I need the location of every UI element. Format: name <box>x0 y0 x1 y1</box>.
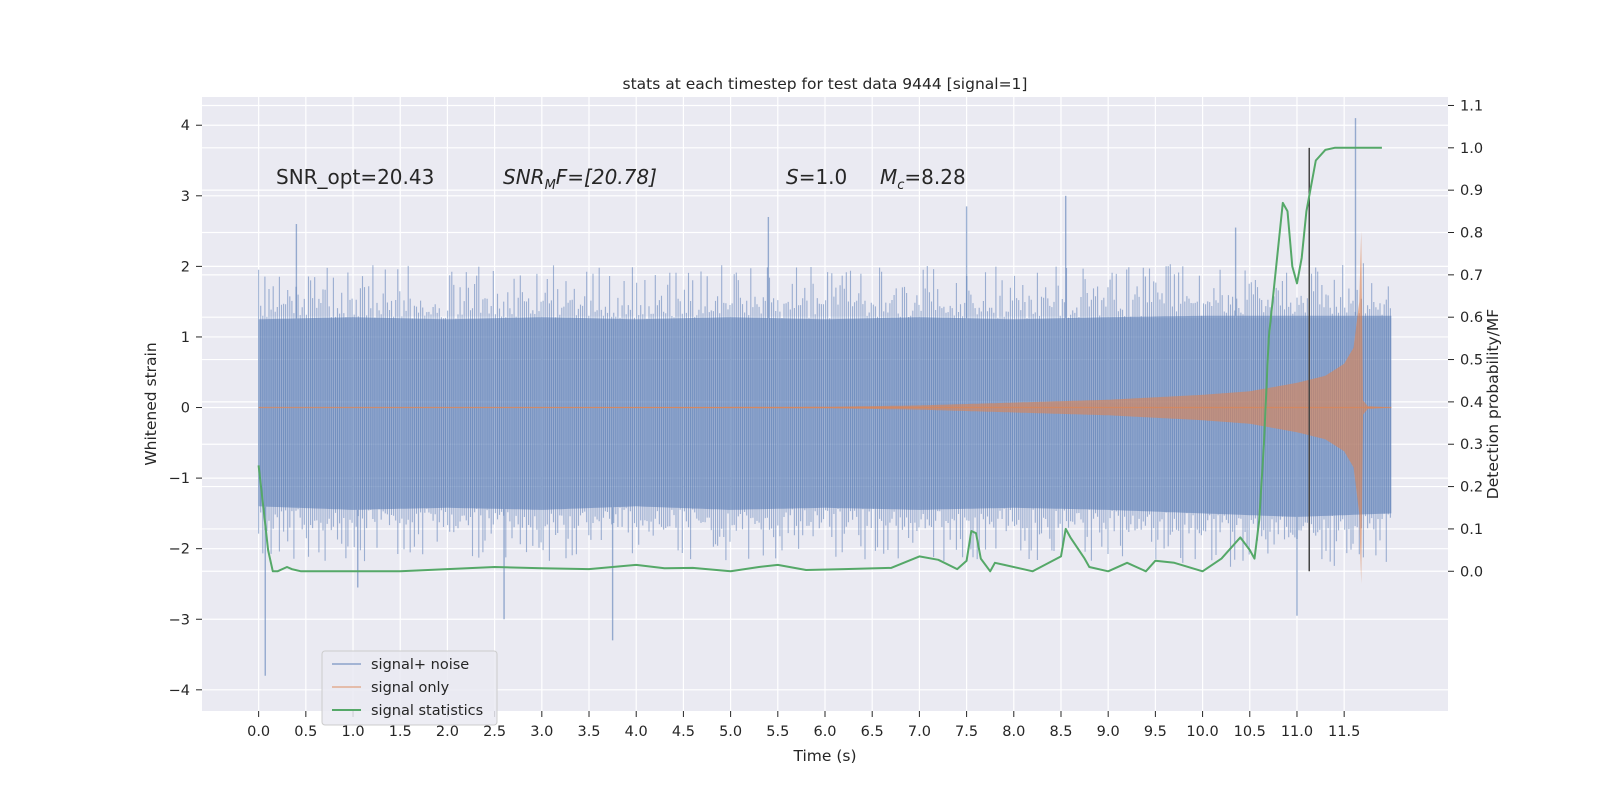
annotation-snr-mf-base: SNR <box>503 165 545 189</box>
x-tick-label: 3.0 <box>530 724 553 740</box>
y-tick-label: −2 <box>169 542 190 558</box>
x-tick-label: 9.0 <box>1097 724 1120 740</box>
x-tick-label: 1.0 <box>341 724 364 740</box>
chart-title: stats at each timestep for test data 944… <box>623 75 1028 93</box>
annotation-mc-var: M <box>880 165 897 189</box>
x-tick-label: 6.5 <box>861 724 884 740</box>
annotation-s-rest: =1.0 <box>799 165 848 189</box>
y2-tick-label: 0.9 <box>1460 183 1483 199</box>
x-tick-label: 11.0 <box>1281 724 1313 740</box>
x-tick-label: 11.5 <box>1328 724 1360 740</box>
annotation-snr-mf: SNRMF=[20.78] <box>503 165 657 193</box>
y2-axis-label: Detection probability/MF <box>1484 309 1502 500</box>
y2-tick-label: 1.1 <box>1460 98 1483 114</box>
y2-axis-ticks: 1.1 1.0 0.9 0.8 0.7 0.6 0.5 0.4 0.3 0.2 0.1 0.0 <box>1448 98 1483 580</box>
y2-tick-label: 0.2 <box>1460 480 1483 496</box>
annotation-s: S=1.0 <box>786 165 847 189</box>
x-axis-ticks: 0.0 0.5 1.0 1.5 2.0 2.5 3.0 3.5 4.0 4.5 5.0 5.5 6.0 6… <box>247 711 1360 740</box>
x-tick-label: 7.5 <box>955 724 978 740</box>
y-tick-label: 2 <box>181 259 190 275</box>
legend-label-signal-only: signal only <box>371 680 450 696</box>
y-tick-label: 1 <box>181 330 190 346</box>
signal-statistics-line <box>257 146 1382 573</box>
y-tick-label: −3 <box>169 612 190 628</box>
annotation-snr-opt: SNR_opt=20.43 <box>276 165 434 189</box>
y2-tick-label: 0.4 <box>1460 395 1483 411</box>
annotation-snr-mf-sub: M <box>545 178 556 193</box>
x-tick-label: 8.0 <box>1002 724 1025 740</box>
x-tick-label: 4.0 <box>625 724 648 740</box>
x-tick-label: 1.5 <box>389 724 412 740</box>
y2-tick-label: 0.7 <box>1460 268 1483 284</box>
x-tick-label: 10.0 <box>1186 724 1218 740</box>
annotation-mc-sub: c <box>897 178 904 193</box>
x-tick-label: 2.0 <box>436 724 459 740</box>
x-tick-label: 10.5 <box>1234 724 1266 740</box>
y2-tick-label: 0.5 <box>1460 353 1483 369</box>
legend-box <box>321 650 498 726</box>
y-tick-label: −1 <box>169 471 190 487</box>
y2-tick-label: 1.0 <box>1460 141 1483 157</box>
y2-tick-label: 0.6 <box>1460 310 1483 326</box>
x-tick-label: 5.0 <box>719 724 742 740</box>
annotation-mc: Mc=8.28 <box>880 165 966 193</box>
x-tick-label: 6.0 <box>813 724 836 740</box>
legend: signal+ noise signal only signal statist… <box>321 650 498 726</box>
x-tick-label: 0.5 <box>294 724 317 740</box>
x-tick-label: 8.5 <box>1049 724 1072 740</box>
annotation-snr-mf-rest: F=[20.78] <box>556 165 657 189</box>
x-tick-label: 4.5 <box>672 724 695 740</box>
plot-area <box>257 118 1392 676</box>
x-tick-label: 2.5 <box>483 724 506 740</box>
annotation-mc-rest: =8.28 <box>904 165 965 189</box>
y-tick-label: 4 <box>181 118 190 134</box>
x-tick-label: 9.5 <box>1144 724 1167 740</box>
y-axis-label: Whitened strain <box>142 342 160 465</box>
y-tick-label: 0 <box>181 401 190 417</box>
y2-tick-label: 0.0 <box>1460 564 1483 580</box>
x-tick-label: 3.5 <box>577 724 600 740</box>
y-tick-label: 3 <box>181 189 190 205</box>
annotation-s-var: S <box>786 165 799 189</box>
x-axis-label: Time (s) <box>792 747 856 765</box>
legend-label-signal-statistics: signal statistics <box>371 703 483 719</box>
y-tick-label: −4 <box>169 683 190 699</box>
y-axis-ticks: 4 3 2 1 0 −1 −2 −3 −4 <box>169 118 202 699</box>
y2-tick-label: 0.1 <box>1460 522 1483 538</box>
x-tick-label: 7.0 <box>908 724 931 740</box>
x-tick-label: 5.5 <box>766 724 789 740</box>
legend-label-signal-noise: signal+ noise <box>371 657 469 673</box>
x-tick-label: 0.0 <box>247 724 270 740</box>
y2-tick-label: 0.8 <box>1460 226 1483 242</box>
y2-tick-label: 0.3 <box>1460 437 1483 453</box>
